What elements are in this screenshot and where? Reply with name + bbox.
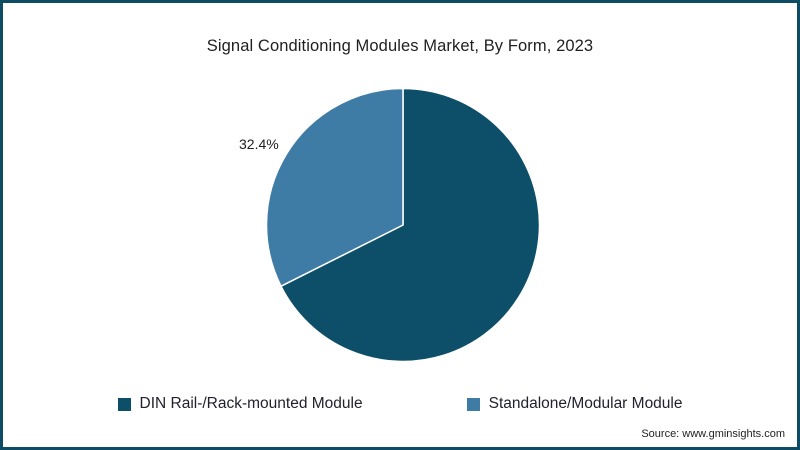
chart-title: Signal Conditioning Modules Market, By F… <box>206 37 594 55</box>
legend: DIN Rail-/Rack-mounted Module Standalone… <box>3 395 797 413</box>
legend-item-standalone: Standalone/Modular Module <box>466 395 683 413</box>
pie-chart <box>265 87 541 363</box>
legend-label-din-rail: DIN Rail-/Rack-mounted Module <box>139 395 363 412</box>
pie-slice <box>280 87 541 363</box>
pie-data-label-standalone: 32.4% <box>239 136 279 152</box>
legend-label-standalone: Standalone/Modular Module <box>488 395 683 412</box>
source-attribution: Source: www.gminsights.com <box>641 428 785 440</box>
legend-swatch-standalone <box>466 397 480 411</box>
legend-item-din-rail: DIN Rail-/Rack-mounted Module <box>117 395 363 413</box>
pie-slice <box>265 87 404 287</box>
legend-swatch-din-rail <box>117 397 131 411</box>
